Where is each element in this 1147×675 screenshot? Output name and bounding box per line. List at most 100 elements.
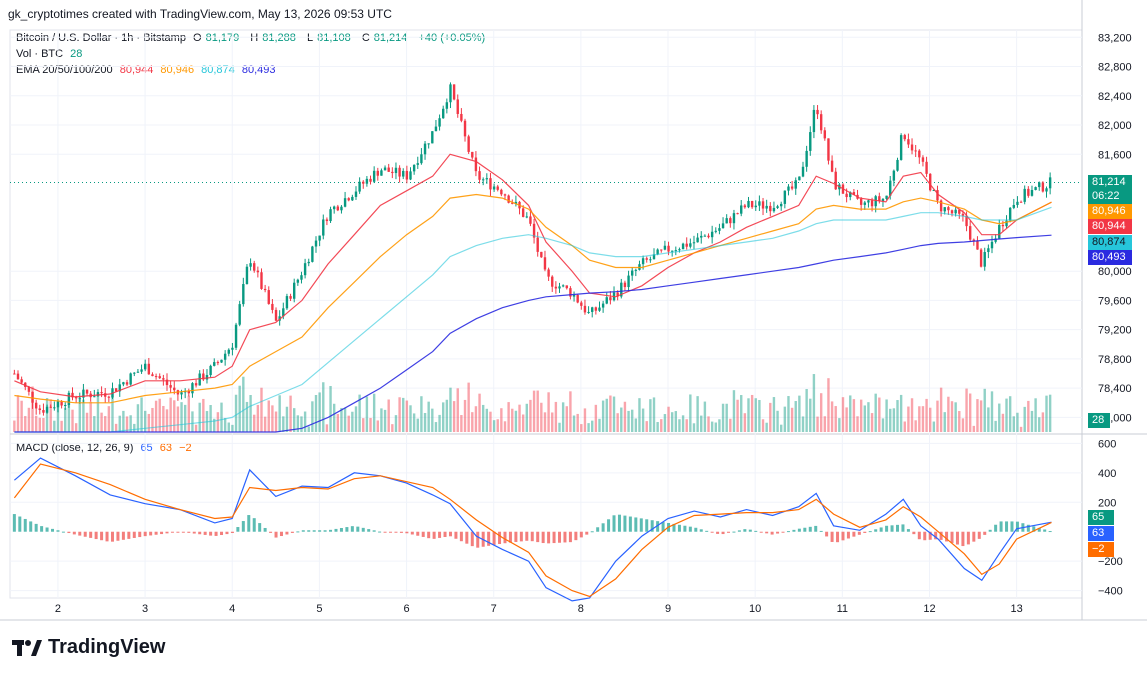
macd-hist-bar xyxy=(252,518,256,532)
candle-body xyxy=(16,373,20,380)
volume-bar xyxy=(194,424,198,432)
candle-body xyxy=(74,397,78,399)
volume-bar xyxy=(431,408,434,432)
candle-body xyxy=(500,189,503,195)
candle-body xyxy=(67,392,71,405)
candle-body xyxy=(1030,189,1034,196)
candle-body xyxy=(336,206,340,211)
macd-label: MACD (close, 12, 26, 9) xyxy=(16,442,134,454)
volume-bar xyxy=(1034,398,1037,432)
volume-bar xyxy=(100,412,103,432)
macd-hist-bar xyxy=(547,531,551,544)
candle-body xyxy=(274,309,278,321)
macd-hist-bar xyxy=(656,521,660,532)
volume-bar xyxy=(74,423,78,432)
volume-bar xyxy=(82,399,85,432)
candle-body xyxy=(173,387,176,391)
macd-hist-bar xyxy=(361,527,365,532)
volume-bar xyxy=(896,400,899,432)
volume-bar xyxy=(372,393,376,432)
price-tick-label: 82,400 xyxy=(1098,91,1132,103)
macd-hist-bar xyxy=(514,531,518,542)
macd-hist-bar xyxy=(803,527,807,532)
macd-hist-bar xyxy=(323,530,327,532)
macd-hist-bar xyxy=(345,527,349,532)
candle-body xyxy=(732,213,736,224)
close-value: 81,214 xyxy=(373,32,408,44)
volume-bar xyxy=(420,396,423,432)
macd-hist-bar xyxy=(367,529,371,532)
volume-bar xyxy=(725,403,728,432)
candle-body xyxy=(420,154,423,164)
candle-body xyxy=(209,365,212,376)
volume-bar xyxy=(540,402,543,432)
volume-bar xyxy=(354,406,358,432)
candle-body xyxy=(521,208,525,217)
volume-bar xyxy=(27,407,31,432)
candle-body xyxy=(998,224,1001,239)
time-tick-label: 8 xyxy=(578,603,584,615)
candle-body xyxy=(511,202,514,204)
volume-bar xyxy=(285,406,289,432)
volume-bar xyxy=(1008,396,1012,432)
candle-body xyxy=(816,109,819,115)
candle-body xyxy=(93,396,96,398)
volume-bar xyxy=(569,391,572,432)
macd-hist-bar xyxy=(596,527,600,532)
volume-bar xyxy=(307,426,310,432)
candle-body xyxy=(968,226,972,240)
volume-bar xyxy=(983,388,986,432)
tradingview-logo-icon xyxy=(12,639,42,656)
volume-bar xyxy=(20,400,23,432)
volume-bar xyxy=(1019,426,1023,432)
volume-bar xyxy=(85,412,89,432)
price-tick-label: 78,800 xyxy=(1098,354,1132,366)
candle-body xyxy=(56,401,60,408)
macd-line xyxy=(14,457,1052,602)
volume-bar xyxy=(347,415,350,432)
volume-bar xyxy=(151,407,154,432)
volume-bar xyxy=(1045,395,1048,432)
macd-hist-bar xyxy=(634,517,638,532)
volume-bar xyxy=(998,403,1001,432)
plot-frame xyxy=(9,29,1083,599)
macd-hist-bar xyxy=(279,531,283,537)
candle-body xyxy=(114,388,118,392)
candle-body xyxy=(670,250,674,252)
macd-hist-bar xyxy=(612,515,616,532)
macd-hist-bar xyxy=(607,519,611,532)
candle-body xyxy=(158,376,161,379)
volume-bar xyxy=(387,399,390,432)
candle-body xyxy=(798,176,801,181)
volume-bar xyxy=(249,394,252,432)
volume-value: 28 xyxy=(70,48,83,60)
time-tick-label: 7 xyxy=(491,603,497,615)
volume-bar xyxy=(162,405,165,432)
volume-bar xyxy=(16,395,20,432)
candle-body xyxy=(267,290,270,304)
volume-bar xyxy=(627,410,630,432)
macd-hist-bar xyxy=(220,531,224,536)
candle-body xyxy=(649,259,652,261)
volume-bar xyxy=(947,396,950,432)
candle-body xyxy=(583,305,587,313)
candle-body xyxy=(300,275,303,280)
macd-hist-bar xyxy=(438,531,442,538)
chart-header: gk_cryptotimes created with TradingView.… xyxy=(8,7,392,21)
candle-body xyxy=(162,378,165,380)
price-tick-label: 80,000 xyxy=(1098,266,1132,278)
volume-bar xyxy=(282,416,285,432)
candle-body xyxy=(78,397,81,399)
volume-bar xyxy=(111,392,114,432)
candle-body xyxy=(543,257,547,270)
candle-body xyxy=(725,218,728,224)
candle-body xyxy=(601,303,605,308)
volume-bar xyxy=(892,408,896,432)
volume-bar xyxy=(314,394,318,432)
candle-body xyxy=(434,126,438,132)
volume-bar xyxy=(954,402,957,432)
volume-bar xyxy=(376,420,379,432)
candle-body xyxy=(616,292,619,297)
volume-bar xyxy=(958,411,961,432)
